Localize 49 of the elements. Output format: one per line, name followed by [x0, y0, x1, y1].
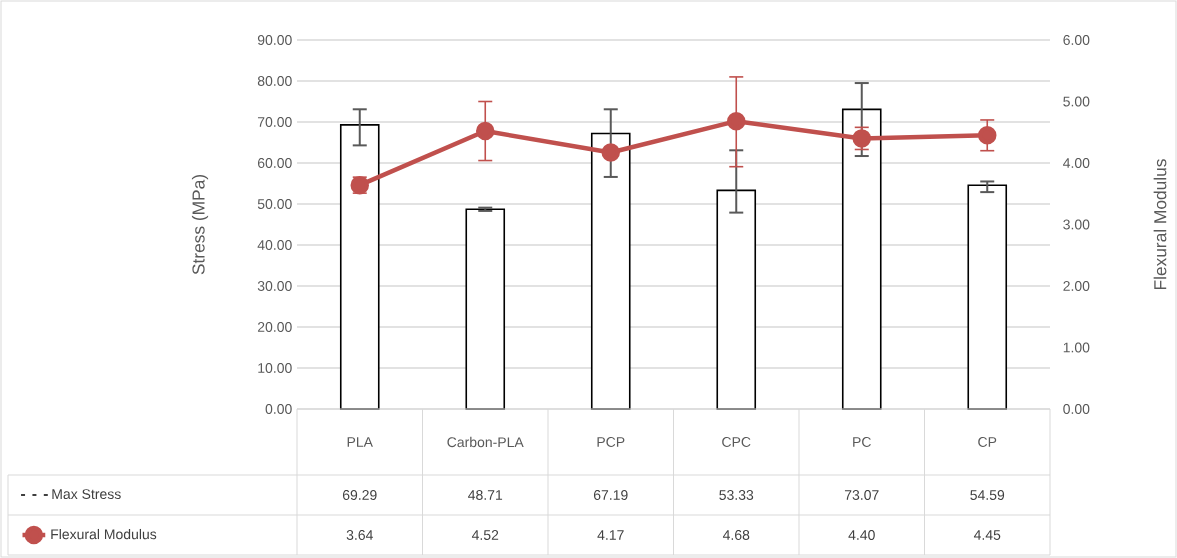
data-label: 4.52: [471, 530, 499, 540]
data-label: 54.59: [970, 490, 1005, 500]
data-label: 48.71: [468, 490, 503, 500]
data-label: 67.19: [593, 490, 628, 500]
point: [726, 111, 746, 131]
data-label: 4.17: [597, 530, 624, 540]
data-label: 4.45: [973, 530, 1001, 540]
y-tick-label: 10.00: [258, 363, 292, 373]
y2-tick-label: 6.00: [1063, 35, 1090, 45]
bar: [465, 208, 506, 410]
bar: [339, 124, 380, 410]
y2-tick-label: 3.00: [1063, 219, 1090, 230]
y-tick-label: 0.00: [265, 404, 292, 414]
y-axis-title: Stress (MPa): [191, 175, 209, 275]
legend-label: Flexural Modulus: [51, 528, 157, 540]
point: [977, 126, 997, 145]
y2-tick-label: 5.00: [1063, 96, 1090, 107]
y2-axis-title: Flexural Modulus: [1153, 159, 1167, 290]
data-label: 73.07: [844, 490, 879, 500]
point: [601, 143, 621, 162]
legend-label: Max Stress: [52, 489, 121, 500]
bar: [967, 184, 1008, 410]
data-label: 53.33: [719, 490, 754, 500]
x-tick-label: PLA: [347, 437, 373, 447]
y-tick-label: 70.00: [257, 117, 292, 127]
data-label: 3.64: [346, 530, 373, 540]
y-tick-label: 50.00: [257, 199, 292, 209]
y2-tick-label: 0.00: [1063, 404, 1090, 414]
y2-tick-label: 4.00: [1063, 158, 1090, 168]
y-tick-label: 20.00: [257, 322, 292, 332]
bar: [590, 132, 631, 410]
y-tick-label: 60.00: [257, 158, 292, 168]
x-tick-label: PCP: [597, 437, 625, 447]
x-tick-label: Carbon-PLA: [447, 436, 524, 448]
y-tick-label: 40.00: [257, 240, 292, 250]
y2-tick-label: 2.00: [1063, 281, 1090, 291]
y-tick-label: 80.00: [257, 76, 292, 86]
data-label: 4.40: [848, 530, 875, 540]
bar: [841, 108, 882, 410]
point: [475, 121, 495, 141]
x-tick-label: PC: [853, 437, 871, 447]
data-label: 69.29: [342, 490, 377, 500]
y-tick-label: 30.00: [257, 281, 292, 291]
y2-tick-label: 1.00: [1063, 342, 1090, 353]
x-tick-label: CPC: [722, 437, 751, 447]
x-tick-label: CP: [978, 437, 997, 447]
data-label: 4.68: [722, 530, 750, 540]
bar: [716, 189, 757, 410]
y-tick-label: 90.00: [257, 35, 292, 45]
